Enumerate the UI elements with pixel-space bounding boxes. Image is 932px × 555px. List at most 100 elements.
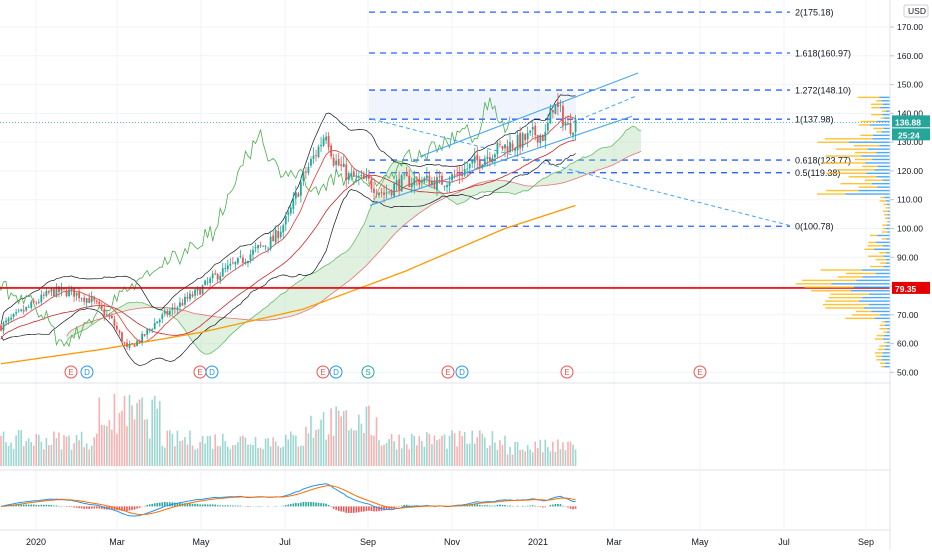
macd-hist-bar — [282, 506, 284, 507]
volume-bar — [257, 448, 259, 466]
vp-bar-down — [882, 231, 888, 232]
vp-bar-up — [886, 252, 890, 253]
macd-hist-bar — [368, 506, 370, 510]
candle-body — [570, 123, 572, 134]
macd-hist-bar — [212, 504, 214, 506]
candle-body — [373, 189, 375, 193]
macd-hist-bar — [209, 504, 211, 506]
volume-bar — [411, 434, 413, 466]
volume-bar — [41, 442, 43, 466]
volume-bar — [129, 395, 131, 466]
vp-bar-down — [883, 228, 886, 229]
macd-hist-bar — [287, 505, 289, 507]
macd-hist-bar — [550, 505, 552, 506]
macd-hist-bar — [131, 506, 133, 509]
macd-hist-bar — [499, 505, 501, 507]
candle-body — [20, 309, 22, 310]
price-axis-tick: 100.00 — [897, 223, 923, 233]
vp-bar-down — [883, 211, 888, 212]
candle-body — [529, 130, 531, 132]
volume-bar — [282, 447, 284, 466]
candle-body — [257, 245, 259, 248]
volume-bar — [466, 444, 468, 466]
price-axis-tick: 60.00 — [897, 339, 919, 349]
candle-body — [517, 135, 519, 150]
vp-bar-up — [883, 352, 890, 353]
macd-hist-bar — [303, 502, 305, 506]
macd-signal-line — [1, 486, 576, 515]
volume-bar — [514, 442, 516, 466]
candle-body — [308, 167, 310, 173]
volume-bar — [212, 449, 214, 466]
volume-bar — [83, 447, 85, 466]
candle-body — [297, 193, 299, 196]
candle-body — [303, 171, 305, 181]
candle-body — [53, 289, 55, 296]
macd-hist-bar — [240, 506, 242, 507]
candle-body — [169, 311, 171, 314]
time-axis-label: Jul — [778, 537, 790, 547]
vp-bar-up — [876, 176, 890, 177]
volume-bar — [532, 452, 534, 466]
candle-body — [388, 192, 390, 193]
macd-hist-bar — [35, 505, 37, 507]
volume-bar — [224, 441, 226, 466]
fib-level-label: 2(175.18) — [795, 8, 834, 18]
macd-hist-bar — [53, 506, 55, 507]
volume-bar — [338, 411, 340, 466]
volume-bar — [43, 449, 45, 466]
macd-hist-bar — [161, 502, 163, 506]
candle-body — [224, 268, 226, 269]
candle-body — [575, 119, 577, 132]
volume-bar — [345, 410, 347, 466]
volume-bar — [416, 445, 418, 466]
vp-bar-down — [883, 204, 887, 205]
candle-body — [562, 106, 564, 126]
macd-hist-bar — [484, 505, 486, 506]
volume-bar — [66, 437, 68, 466]
time-axis-label: Mar — [109, 537, 125, 547]
candle-body — [272, 236, 274, 242]
vp-bar-up — [880, 145, 890, 146]
vp-bar-up — [882, 359, 890, 360]
macd-hist-bar — [247, 506, 249, 507]
volume-bar — [262, 449, 264, 466]
candle-body — [30, 302, 32, 308]
vp-bar-up — [872, 183, 890, 184]
vp-bar-down — [838, 276, 863, 277]
macd-hist-bar — [315, 503, 317, 507]
volume-bar — [313, 438, 315, 466]
candle-body — [214, 273, 216, 274]
vp-bar-down — [825, 300, 859, 301]
volume-bar — [202, 436, 204, 466]
candle-body — [40, 295, 42, 302]
macd-hist-bar — [285, 505, 287, 506]
macd-hist-bar — [371, 506, 373, 511]
volume-bar — [48, 445, 50, 466]
candle-body — [219, 276, 221, 280]
candle-body — [15, 312, 17, 313]
macd-hist-bar — [293, 503, 295, 506]
vp-bar-down — [876, 259, 886, 260]
vp-bar-up — [851, 290, 890, 291]
volume-bar — [325, 440, 327, 466]
volume-bar — [456, 446, 458, 466]
event-marker-label: D — [84, 368, 90, 377]
price-axis-tick: 150.00 — [897, 80, 923, 90]
volume-bar — [18, 430, 20, 466]
volume-bar — [552, 442, 554, 466]
volume-bar — [565, 450, 567, 466]
volume-bar — [517, 442, 519, 466]
volume-bar — [209, 436, 211, 466]
volume-bar — [550, 451, 552, 466]
macd-hist-bar — [575, 506, 577, 508]
vp-bar-down — [826, 173, 866, 174]
vp-bar-up — [865, 162, 890, 163]
volume-bar — [567, 442, 569, 466]
candle-body — [93, 297, 95, 300]
macd-hist-bar — [353, 506, 355, 512]
volume-bar — [242, 436, 244, 466]
